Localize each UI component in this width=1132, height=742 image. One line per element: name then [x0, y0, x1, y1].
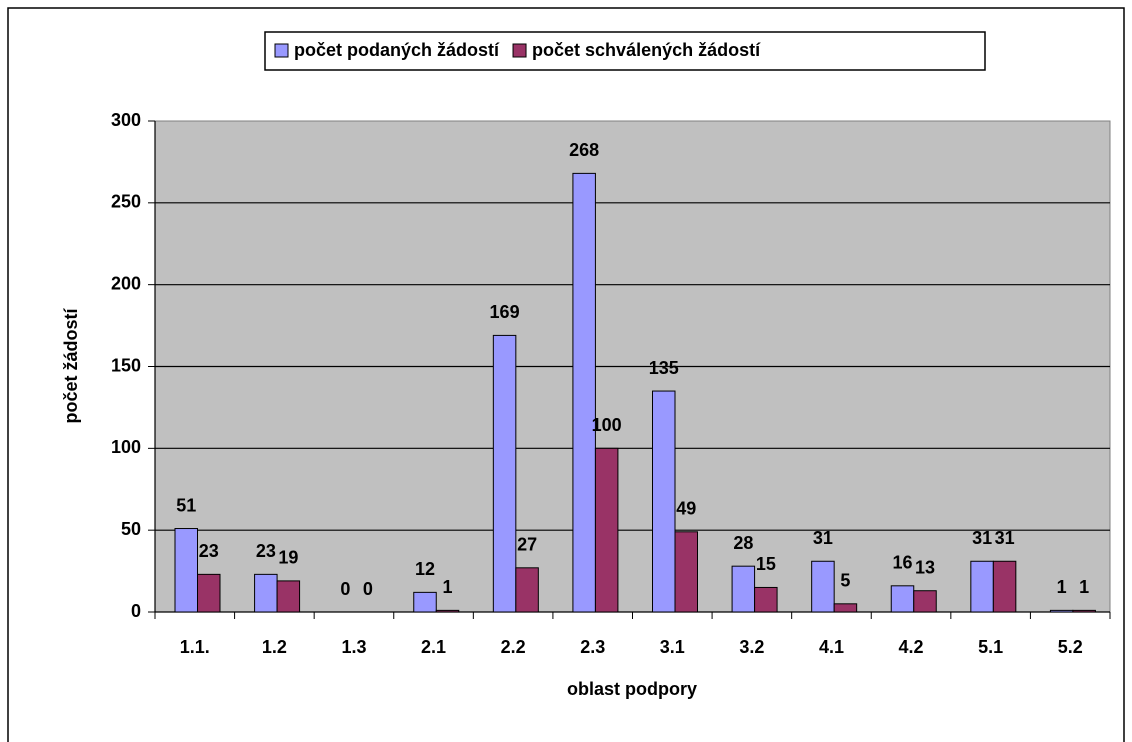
bar	[992, 560, 1017, 613]
data-label: 28	[733, 533, 753, 553]
legend-swatch	[274, 43, 289, 58]
data-label: 135	[649, 358, 679, 378]
y-axis-title: počet žádostí	[61, 307, 81, 423]
data-label: 31	[995, 528, 1015, 548]
x-tick-label: 1.1.	[180, 637, 210, 657]
x-tick-label: 2.3	[580, 637, 605, 657]
x-tick-label: 5.1	[978, 637, 1003, 657]
bar	[890, 585, 915, 613]
data-label: 16	[892, 553, 912, 573]
legend-swatch	[512, 43, 527, 58]
bar	[515, 567, 539, 613]
legend-box	[264, 31, 986, 71]
data-label: 1	[1057, 577, 1067, 597]
data-label: 31	[972, 528, 992, 548]
bar	[174, 528, 198, 613]
x-axis-title: oblast podpory	[567, 679, 697, 699]
y-tick-label: 250	[111, 192, 141, 212]
bar	[594, 447, 619, 613]
bar	[674, 531, 698, 613]
bar	[1049, 609, 1074, 613]
data-label: 169	[490, 302, 520, 322]
bar	[652, 390, 676, 613]
data-label: 27	[517, 535, 537, 555]
bar	[731, 565, 756, 613]
bar	[413, 591, 437, 613]
x-tick-label: 1.2	[262, 637, 287, 657]
bar	[913, 590, 937, 613]
data-label: 31	[813, 528, 833, 548]
x-tick-label: 3.2	[739, 637, 764, 657]
bar	[197, 573, 221, 613]
bar	[1072, 609, 1096, 613]
data-label: 1	[442, 577, 452, 597]
data-label: 12	[415, 559, 435, 579]
bar	[276, 580, 301, 613]
y-tick-label: 150	[111, 355, 141, 375]
x-tick-label: 3.1	[660, 637, 685, 657]
y-tick-label: 0	[131, 601, 141, 621]
y-tick-label: 200	[111, 273, 141, 293]
legend-label: počet schválených žádostí	[532, 40, 761, 60]
data-label: 0	[340, 579, 350, 599]
data-label: 1	[1079, 577, 1089, 597]
data-label: 23	[199, 541, 219, 561]
data-label: 0	[363, 579, 373, 599]
data-label: 100	[592, 415, 622, 435]
data-label: 15	[756, 554, 776, 574]
x-tick-label: 1.3	[341, 637, 366, 657]
x-tick-label: 5.2	[1058, 637, 1083, 657]
data-label: 19	[278, 548, 298, 568]
data-label: 51	[176, 495, 196, 515]
y-tick-label: 300	[111, 110, 141, 130]
x-tick-label: 2.1	[421, 637, 446, 657]
data-label: 13	[915, 557, 935, 577]
bar	[833, 603, 858, 613]
x-tick-label: 4.1	[819, 637, 844, 657]
legend-label: počet podaných žádostí	[294, 40, 500, 60]
x-tick-label: 4.2	[899, 637, 924, 657]
bar	[254, 573, 278, 613]
data-label: 5	[840, 571, 850, 591]
data-label: 268	[569, 140, 599, 160]
bar	[572, 172, 596, 613]
data-label: 49	[676, 499, 696, 519]
x-tick-label: 2.2	[501, 637, 526, 657]
bar	[435, 609, 460, 613]
y-tick-label: 50	[121, 519, 141, 539]
bar	[970, 560, 994, 613]
y-tick-label: 100	[111, 437, 141, 457]
bar	[811, 560, 835, 613]
bar	[754, 586, 778, 613]
data-label: 23	[256, 541, 276, 561]
bar	[492, 334, 517, 613]
